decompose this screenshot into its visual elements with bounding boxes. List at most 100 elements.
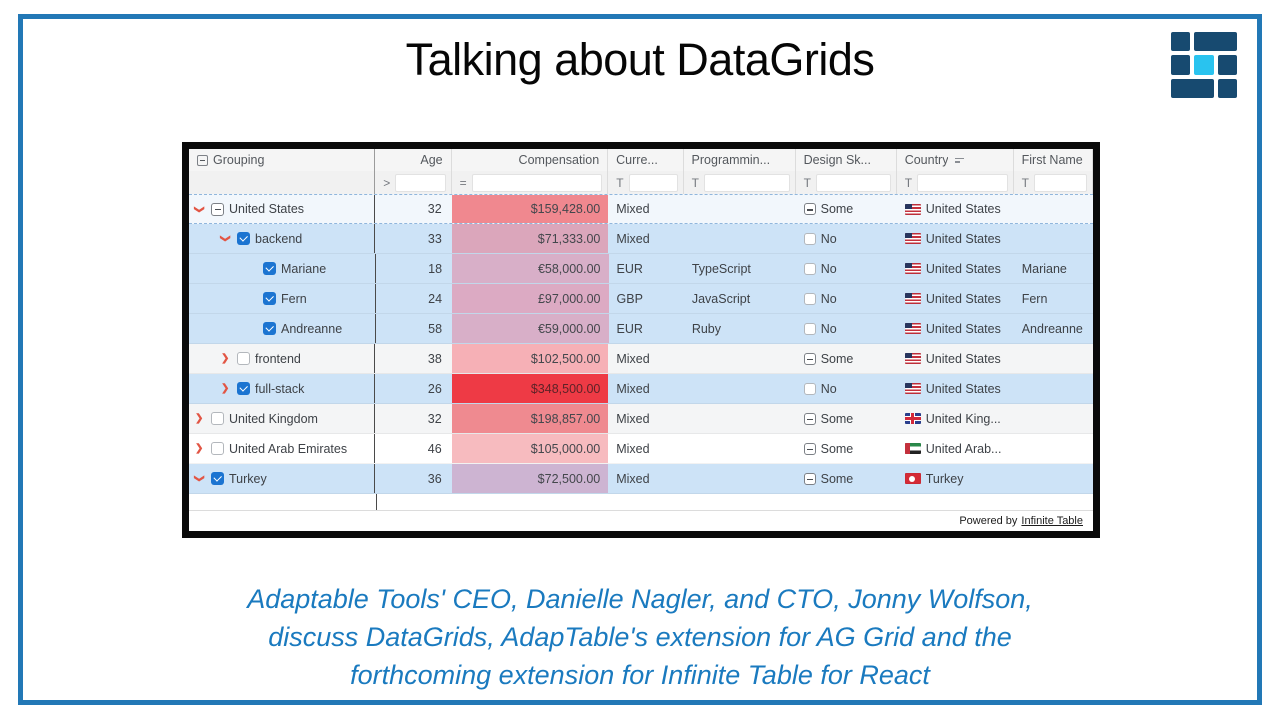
grouping-cell: full-stack (189, 374, 376, 403)
design-skills-cell: No (796, 224, 897, 253)
slide-caption: Adaptable Tools' CEO, Danielle Nagler, a… (0, 580, 1280, 694)
filter-operator-icon[interactable]: T (691, 175, 699, 190)
column-header-design-sk[interactable]: Design Sk... (796, 149, 897, 171)
design-skills-cell: No (796, 254, 897, 283)
us-flag-icon (904, 293, 921, 304)
column-header-first-name[interactable]: First Name (1014, 149, 1093, 171)
design-checkbox-partial[interactable] (803, 442, 816, 455)
row-checkbox-checked[interactable] (263, 262, 276, 275)
infinite-table-link[interactable]: Infinite Table (1021, 515, 1083, 527)
filter-input-design-sk[interactable] (815, 173, 891, 192)
row-checkbox-unchecked[interactable] (237, 352, 250, 365)
row-checkbox-checked[interactable] (237, 382, 250, 395)
table-row[interactable]: United Arab Emirates 46 $105,000.00 Mixed So… (189, 434, 1093, 464)
column-header-compensation[interactable]: Compensation (452, 149, 609, 171)
grouping-cell: Mariane (189, 254, 376, 283)
design-skills-cell: Some (796, 404, 897, 433)
table-row[interactable]: United Kingdom 32 $198,857.00 Mixed Some Unit… (189, 404, 1093, 434)
column-header-country[interactable]: Country (897, 149, 1014, 171)
first-name-cell (1014, 464, 1093, 493)
row-checkbox-unchecked[interactable] (211, 412, 224, 425)
column-header-age[interactable]: Age (375, 149, 452, 171)
chevron-down-icon[interactable] (221, 233, 237, 244)
us-flag-icon (904, 263, 921, 274)
design-checkbox-unchecked[interactable] (803, 382, 816, 395)
row-checkbox-unchecked[interactable] (211, 442, 224, 455)
filter-input-country[interactable] (917, 173, 1008, 192)
filter-cell-age: > (375, 171, 452, 194)
chevron-right-icon[interactable] (195, 443, 211, 454)
column-header-programmin[interactable]: Programmin... (684, 149, 796, 171)
design-checkbox-unchecked[interactable] (803, 292, 816, 305)
table-row[interactable]: backend 33 $71,333.00 Mixed No United States (189, 224, 1093, 254)
filter-operator-icon[interactable]: T (803, 175, 811, 190)
row-checkbox-partial[interactable] (211, 202, 224, 216)
design-label: Some (820, 351, 854, 366)
table-body: United States32$159,428.00MixedSomeUnite… (189, 194, 1093, 494)
row-checkbox-checked[interactable] (263, 292, 276, 305)
chevron-right-icon[interactable] (195, 413, 211, 424)
design-checkbox-unchecked[interactable] (803, 322, 816, 335)
grouping-cell: Turkey (189, 464, 376, 493)
collapse-all-icon[interactable] (197, 154, 208, 166)
column-header-curre[interactable]: Curre... (608, 149, 684, 171)
country-label: United States (925, 381, 1001, 396)
filter-input-compensation[interactable] (471, 173, 603, 192)
header-row: Grouping Age Compensation Curre... Programmi… (189, 149, 1093, 171)
datagrid: Grouping Age Compensation Curre... Programmi… (189, 149, 1093, 531)
table-row[interactable]: Mariane 18 €58,000.00 EUR TypeScript No United… (189, 254, 1093, 284)
design-checkbox-partial[interactable] (803, 412, 816, 425)
currency-cell: Mixed (616, 441, 650, 456)
us-flag-icon (904, 203, 921, 215)
design-checkbox-partial[interactable] (803, 472, 816, 485)
row-checkbox-checked[interactable] (211, 472, 224, 485)
row-checkbox-checked[interactable] (263, 322, 276, 335)
table-row[interactable]: frontend 38 $102,500.00 Mixed Some United Sta… (189, 344, 1093, 374)
table-row[interactable]: United States 32 $159,428.00 Mixed Some Unite… (189, 194, 1093, 224)
column-header-grouping[interactable]: Grouping (189, 149, 376, 171)
table-row[interactable]: Turkey 36 $72,500.00 Mixed Some Turkey (189, 464, 1093, 494)
filter-input-programmin[interactable] (703, 173, 790, 192)
chevron-down-icon[interactable] (195, 473, 211, 484)
age-cell: 26 (427, 381, 442, 396)
filter-row: > = T T T T T (189, 171, 1093, 194)
compensation-cell: $102,500.00 (451, 344, 609, 373)
country-cell: Turkey (897, 464, 1014, 493)
grouping-cell: backend (189, 224, 376, 253)
group-label: United States (229, 202, 305, 216)
first-name-cell (1014, 224, 1093, 253)
filter-operator-icon[interactable]: = (459, 175, 467, 190)
programming-cell (684, 434, 796, 463)
design-checkbox-partial[interactable] (803, 352, 816, 365)
logo-tile (1218, 55, 1237, 75)
design-checkbox-partial[interactable] (803, 203, 816, 215)
filter-operator-icon[interactable]: T (616, 175, 624, 190)
table-row[interactable]: Fern 24 £97,000.00 GBP JavaScript No United St… (189, 284, 1093, 314)
chevron-down-icon[interactable] (195, 204, 211, 215)
programming-cell: JavaScript (691, 291, 751, 306)
row-checkbox-checked[interactable] (237, 232, 250, 245)
filter-input-age[interactable] (395, 173, 446, 192)
filter-operator-icon[interactable]: T (904, 175, 913, 190)
design-label: No (820, 291, 837, 306)
first-name-cell (1014, 344, 1093, 373)
currency-cell: EUR (616, 261, 643, 276)
table-row[interactable]: Andreanne 58 €59,000.00 EUR Ruby No United Sta… (189, 314, 1093, 344)
design-checkbox-unchecked[interactable] (803, 232, 816, 245)
chevron-right-icon[interactable] (221, 353, 237, 364)
filter-input-first-name[interactable] (1034, 173, 1088, 192)
caption-line: discuss DataGrids, AdapTable's extension… (268, 622, 1012, 652)
design-skills-cell: No (796, 284, 897, 313)
currency-cell: Mixed (616, 202, 650, 216)
column-label: Curre... (616, 153, 658, 167)
filter-operator-icon[interactable]: T (1021, 175, 1030, 190)
country-cell: United States (897, 284, 1014, 313)
currency-cell: GBP (616, 291, 643, 306)
filter-input-curre[interactable] (628, 173, 678, 192)
filter-operator-icon[interactable]: > (383, 175, 391, 190)
grouping-cell: United Arab Emirates (189, 434, 376, 463)
table-row[interactable]: full-stack 26 $348,500.00 Mixed No United Sta… (189, 374, 1093, 404)
chevron-right-icon[interactable] (221, 383, 237, 394)
design-checkbox-unchecked[interactable] (803, 262, 816, 275)
filter-cell-curre: T (608, 171, 684, 194)
